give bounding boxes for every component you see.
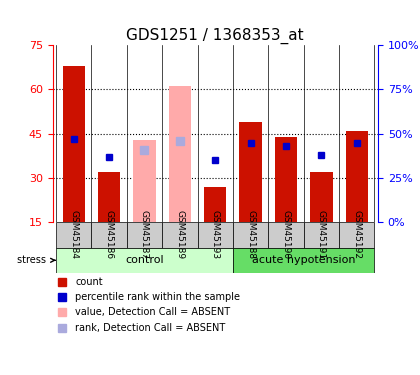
Text: count: count (75, 277, 103, 287)
FancyBboxPatch shape (233, 222, 268, 248)
Bar (346, 131, 368, 222)
Bar (310, 172, 333, 222)
FancyBboxPatch shape (127, 222, 162, 248)
FancyBboxPatch shape (162, 222, 197, 248)
FancyBboxPatch shape (339, 222, 375, 248)
Text: rank, Detection Call = ABSENT: rank, Detection Call = ABSENT (75, 322, 226, 333)
Text: value, Detection Call = ABSENT: value, Detection Call = ABSENT (75, 308, 231, 318)
Text: acute hypotension: acute hypotension (252, 255, 355, 265)
Text: GSM45189: GSM45189 (176, 210, 184, 260)
Bar (239, 122, 262, 222)
Bar (169, 86, 191, 222)
FancyBboxPatch shape (56, 248, 233, 273)
FancyBboxPatch shape (56, 222, 92, 248)
Text: GSM45190: GSM45190 (281, 210, 291, 260)
FancyBboxPatch shape (268, 222, 304, 248)
Text: GSM45188: GSM45188 (246, 210, 255, 260)
Text: GSM45193: GSM45193 (211, 210, 220, 260)
Text: GSM45191: GSM45191 (317, 210, 326, 260)
Text: GSM45187: GSM45187 (140, 210, 149, 260)
FancyBboxPatch shape (233, 248, 375, 273)
FancyBboxPatch shape (304, 222, 339, 248)
Bar (63, 66, 85, 222)
Bar (275, 136, 297, 222)
Bar (98, 172, 120, 222)
Title: GDS1251 / 1368353_at: GDS1251 / 1368353_at (126, 27, 304, 44)
Text: stress: stress (17, 255, 55, 265)
Text: GSM45192: GSM45192 (352, 210, 361, 260)
FancyBboxPatch shape (197, 222, 233, 248)
Text: control: control (125, 255, 164, 265)
Bar (133, 140, 156, 222)
Bar (204, 187, 226, 222)
Text: percentile rank within the sample: percentile rank within the sample (75, 292, 240, 302)
FancyBboxPatch shape (92, 222, 127, 248)
Text: GSM45184: GSM45184 (69, 210, 78, 260)
Text: GSM45186: GSM45186 (105, 210, 113, 260)
